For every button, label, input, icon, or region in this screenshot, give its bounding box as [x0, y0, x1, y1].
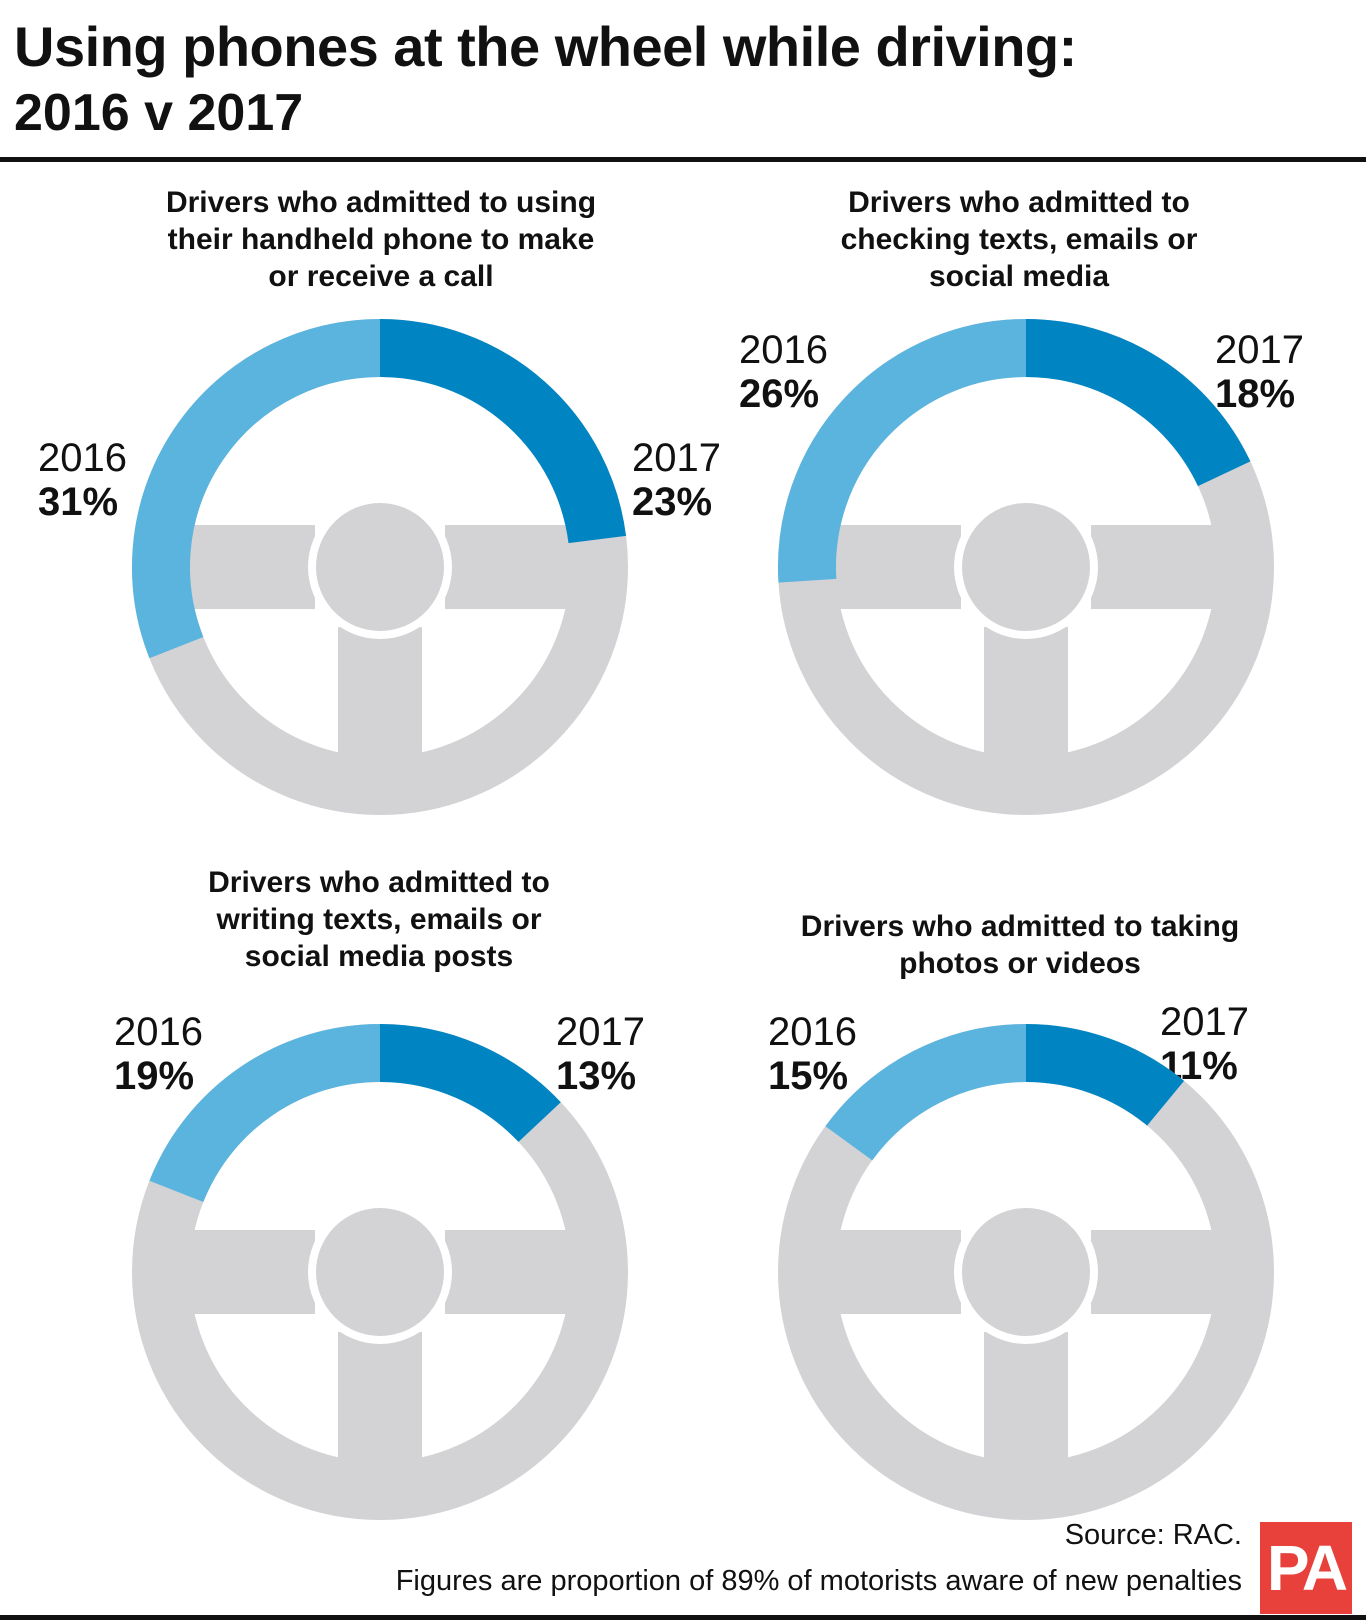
- percent-label: 19%: [114, 1054, 195, 1098]
- ring-segment-2016: [825, 1024, 1027, 1161]
- panel-2-title: Drivers who admitted to checking texts, …: [739, 184, 1299, 295]
- ring-segment-2017: [379, 1024, 561, 1143]
- panel-3-title-line: Drivers who admitted to: [208, 866, 550, 899]
- ring-segment-2017: [379, 319, 627, 544]
- wheel-spoke-left: [190, 1230, 315, 1314]
- panel-1-title-line: their handheld phone to make: [167, 223, 595, 256]
- wheel-spoke-left: [836, 525, 961, 609]
- footnote: Figures are proportion of 89% of motoris…: [395, 1565, 1242, 1597]
- ring-segment-2017: [1025, 319, 1251, 487]
- year-label: 2017: [1215, 328, 1304, 372]
- panel-2-label-2017: 2017 18%: [1215, 328, 1304, 416]
- wheel-spoke-left: [190, 525, 315, 609]
- percent-label: 31%: [38, 480, 119, 524]
- panel-3-title-line: social media posts: [244, 940, 514, 973]
- ring-segment-2016: [149, 1024, 381, 1203]
- header-divider: [0, 157, 1366, 162]
- panel-4-title-line: photos or videos: [899, 947, 1141, 980]
- pa-logo: PA: [1260, 1522, 1352, 1614]
- panel-4-label-2017: 2017 11%: [1160, 1000, 1249, 1088]
- wheel-spoke-right: [445, 1230, 570, 1314]
- ring-segment-2016: [132, 319, 381, 659]
- wheel-hub: [316, 503, 444, 631]
- panel-2-title-line: checking texts, emails or: [840, 223, 1198, 256]
- panel-1-label-2017: 2017 23%: [632, 436, 721, 524]
- percent-label: 18%: [1215, 372, 1296, 416]
- wheel-spoke-bottom: [338, 627, 422, 762]
- percent-label: 23%: [632, 480, 713, 524]
- panel-2-label-2016: 2016 26%: [739, 328, 828, 416]
- panel-3-title-line: writing texts, emails or: [216, 903, 542, 936]
- year-label: 2017: [632, 436, 721, 480]
- wheel-hub: [962, 1208, 1090, 1336]
- year-label: 2016: [38, 436, 127, 480]
- wheel-spoke-bottom: [984, 627, 1068, 762]
- wheel-spoke-right: [445, 525, 570, 609]
- panel-3-title: Drivers who admitted to writing texts, e…: [99, 864, 659, 975]
- page-title: Using phones at the wheel while driving:: [14, 15, 1077, 78]
- source-note: Source: RAC.: [1064, 1519, 1242, 1551]
- year-label: 2016: [114, 1010, 203, 1054]
- year-label: 2016: [739, 328, 828, 372]
- wheel-spoke-right: [1091, 525, 1216, 609]
- year-label: 2017: [556, 1010, 645, 1054]
- page-subtitle: 2016 v 2017: [14, 84, 304, 142]
- panel-3-label-2017: 2017 13%: [556, 1010, 645, 1098]
- ring-segment-2017: [1025, 1024, 1185, 1126]
- footer-divider: [0, 1615, 1366, 1620]
- percent-label: 15%: [768, 1054, 849, 1098]
- panel-1-title: Drivers who admitted to using their hand…: [101, 184, 661, 295]
- year-label: 2016: [768, 1010, 857, 1054]
- wheel-spoke-right: [1091, 1230, 1216, 1314]
- year-label: 2017: [1160, 1000, 1249, 1044]
- panel-4-title: Drivers who admitted to taking photos or…: [740, 908, 1300, 982]
- wheel-spoke-left: [836, 1230, 961, 1314]
- panel-4-title-line: Drivers who admitted to taking: [800, 910, 1240, 943]
- panel-4-label-2016: 2016 15%: [768, 1010, 857, 1098]
- wheel-hub: [316, 1208, 444, 1336]
- panel-1-title-line: Drivers who admitted to using: [165, 186, 597, 219]
- ring-segment-2016: [778, 319, 1027, 583]
- percent-label: 13%: [556, 1054, 637, 1098]
- percent-label: 26%: [739, 372, 820, 416]
- panel-1-label-2016: 2016 31%: [38, 436, 127, 524]
- wheel-spoke-bottom: [984, 1332, 1068, 1467]
- panel-3-label-2016: 2016 19%: [114, 1010, 203, 1098]
- panel-2-title-line: social media: [928, 260, 1110, 293]
- wheel-hub: [962, 503, 1090, 631]
- panel-1-title-line: or receive a call: [268, 260, 494, 293]
- wheel-spoke-bottom: [338, 1332, 422, 1467]
- panel-2-title-line: Drivers who admitted to: [848, 186, 1190, 219]
